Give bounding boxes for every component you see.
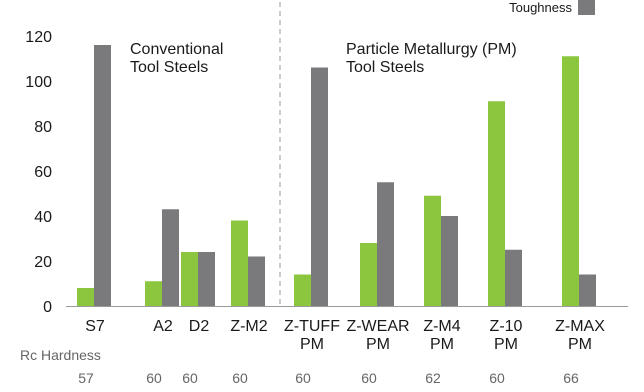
category-label-s7: S7 (85, 318, 105, 335)
hardness-value-z-m4: 62 (425, 370, 441, 386)
hardness-value-z-max: 66 (563, 370, 579, 386)
category-label-z-10: Z-10 PM (490, 318, 523, 353)
legend-swatch-toughness (578, 0, 595, 15)
bar-hardness-series-d2 (181, 252, 198, 306)
group-label-0: Conventional Tool Steels (130, 41, 223, 76)
bar-toughness-z-m2 (248, 256, 265, 306)
bar-hardness-series-z-10 (488, 101, 505, 306)
bar-hardness-series-z-wear (360, 243, 377, 306)
hardness-row: Rc Hardness 57 60 60 60 60 60 62 60 66 (20, 347, 579, 386)
bar-hardness-series-s7 (77, 288, 94, 306)
hardness-label: Rc Hardness (20, 347, 101, 363)
bar-hardness-series-a2 (145, 281, 162, 306)
hardness-value-a2: 60 (146, 370, 162, 386)
bar-toughness-z-10 (505, 249, 522, 306)
y-tick-label-60: 60 (34, 164, 52, 181)
bar-hardness-series-z-tuff (294, 274, 311, 306)
hardness-value-z-tuff: 60 (295, 370, 311, 386)
bar-toughness-z-m4 (441, 216, 458, 306)
bar-toughness-a2 (162, 209, 179, 306)
y-tick-label-0: 0 (43, 299, 52, 316)
group-label-1: Particle Metallurgy (PM) Tool Steels (346, 41, 517, 76)
y-tick-label-80: 80 (34, 119, 52, 136)
y-tick-label-100: 100 (25, 74, 52, 91)
category-label-z-m2: Z-M2 (230, 318, 267, 335)
category-labels: S7 A2 D2 Z-M2 Z-TUFF PMZ-WEAR PM Z-M4 PM Z-10 PM Z-… (85, 318, 605, 353)
hardness-value-s7: 57 (78, 370, 94, 386)
y-tick-label-40: 40 (34, 209, 52, 226)
hardness-value-z-10: 60 (489, 370, 505, 386)
y-tick-label-120: 120 (25, 29, 52, 46)
bar-hardness-series-z-m2 (231, 220, 248, 306)
bar-hardness-series-z-m4 (424, 195, 441, 306)
bar-toughness-s7 (94, 45, 111, 306)
bars (77, 45, 596, 306)
bar-toughness-z-max (579, 274, 596, 306)
bar-toughness-z-tuff (311, 67, 328, 306)
group-labels: Conventional Tool Steels Particle Metallur… (130, 41, 517, 76)
category-label-d2: D2 (189, 318, 210, 335)
category-label-z-m4: Z-M4 PM (423, 318, 460, 353)
category-label-a2: A2 (153, 318, 173, 335)
bar-toughness-d2 (198, 252, 215, 306)
hardness-value-z-m2: 60 (232, 370, 248, 386)
bar-toughness-z-wear (377, 182, 394, 306)
y-tick-label-20: 20 (34, 254, 52, 271)
legend: Toughness (509, 0, 595, 15)
category-label-z-wear: Z-WEAR PM (346, 318, 409, 353)
category-label-z-tuff: Z-TUFF PM (284, 318, 340, 353)
hardness-value-z-wear: 60 (361, 370, 377, 386)
hardness-value-d2: 60 (182, 370, 198, 386)
y-axis: 0 20 40 60 80 100 120 (25, 29, 628, 316)
legend-label-toughness: Toughness (509, 0, 572, 15)
category-label-z-max: Z-MAX PM (555, 318, 605, 353)
bar-hardness-series-z-max (562, 56, 579, 306)
